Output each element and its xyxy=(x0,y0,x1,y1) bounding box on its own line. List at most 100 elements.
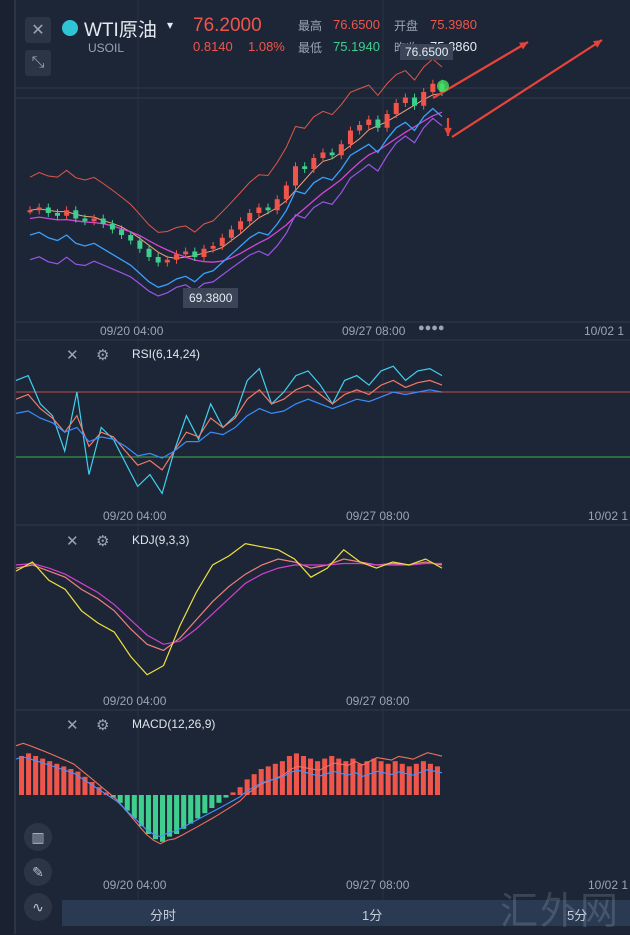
candlestick-icon: ▥ xyxy=(31,828,45,845)
kdj-x-tick: 09/20 04:00 xyxy=(103,694,167,708)
macd-bar xyxy=(350,758,356,795)
candle-body xyxy=(293,166,299,186)
macd-bar xyxy=(364,761,370,795)
macd-bar xyxy=(322,758,328,795)
candle-body xyxy=(302,166,308,169)
macd-bar xyxy=(61,766,67,795)
candle-body xyxy=(119,229,125,235)
candle-body xyxy=(54,213,60,216)
current-price: 76.2000 xyxy=(193,15,262,36)
rsi-close-icon[interactable]: ✕ xyxy=(66,347,79,364)
ma-long-line xyxy=(29,107,443,289)
candle-body xyxy=(109,224,115,230)
macd-close-icon[interactable]: ✕ xyxy=(66,717,79,734)
lower-band-line xyxy=(29,117,443,297)
symbol-icon xyxy=(62,20,78,36)
macd-bar xyxy=(399,763,405,795)
annotation-arrowhead xyxy=(593,40,602,48)
annotation-arrow xyxy=(451,39,603,138)
annotation-arrow xyxy=(432,41,529,99)
main-x-tick: 09/20 04:00 xyxy=(100,324,164,338)
candle-body xyxy=(210,246,216,249)
kdj-settings-icon[interactable]: ⚙ xyxy=(96,533,110,550)
macd-bar xyxy=(202,795,208,814)
price-change-pct: 1.08% xyxy=(248,39,285,54)
kdj-close-icon[interactable]: ✕ xyxy=(66,533,79,550)
collapse-button[interactable]: ⤡ xyxy=(25,50,51,76)
kdj-line-J xyxy=(15,543,443,676)
macd-bar xyxy=(75,771,81,795)
tab-timeshare[interactable]: 分时 xyxy=(150,908,177,923)
more-dots-icon[interactable]: ●●●● xyxy=(418,322,445,334)
annotation-arrowhead xyxy=(444,127,452,136)
close-button[interactable]: ✕ xyxy=(25,17,51,43)
macd-bar xyxy=(131,795,137,819)
macd-bar xyxy=(371,758,377,795)
candle-body xyxy=(201,248,207,257)
macd-bar xyxy=(308,758,314,795)
macd-bar xyxy=(434,766,440,795)
main-x-tick: 09/27 08:00 xyxy=(342,324,406,338)
macd-bar xyxy=(96,787,102,795)
rsi-settings-icon[interactable]: ⚙ xyxy=(96,347,110,364)
candle-body xyxy=(412,97,418,106)
candle-body xyxy=(247,213,253,222)
macd-x-tick: 10/02 1 xyxy=(588,878,629,892)
macd-bar xyxy=(152,795,158,840)
candle-body xyxy=(283,185,289,200)
macd-bar xyxy=(286,756,292,795)
candle-body xyxy=(173,254,179,260)
macd-dif-line xyxy=(15,742,443,845)
macd-bar xyxy=(237,787,243,795)
candle-body xyxy=(311,158,317,169)
indicator-button[interactable]: ∿ xyxy=(24,893,52,921)
candle-body xyxy=(393,103,399,114)
macd-bar xyxy=(329,756,335,795)
macd-bar xyxy=(167,795,173,837)
macd-bar xyxy=(258,769,264,795)
candle-body xyxy=(430,83,436,92)
macd-bar xyxy=(209,795,215,808)
timeframe-tabbar xyxy=(62,900,630,926)
open-value: 75.3980 xyxy=(430,17,477,32)
macd-x-tick: 09/27 08:00 xyxy=(346,878,410,892)
macd-bar xyxy=(145,795,151,834)
candle-body xyxy=(375,119,381,128)
tab-1min[interactable]: 1分 xyxy=(362,908,383,923)
chevron-down-icon[interactable]: ▾ xyxy=(167,18,174,32)
watermark-logo: 汇外网 xyxy=(500,889,621,933)
macd-bar xyxy=(406,766,412,795)
macd-bar xyxy=(427,763,433,795)
macd-bar xyxy=(378,761,384,795)
candle-body xyxy=(73,210,79,219)
symbol-code: USOIL xyxy=(88,41,125,55)
macd-bar xyxy=(26,753,32,795)
macd-title: MACD(12,26,9) xyxy=(132,717,216,731)
tab-5min[interactable]: 5分 xyxy=(567,908,588,923)
candle-body xyxy=(36,207,42,211)
draw-button[interactable]: ✎ xyxy=(24,858,52,886)
macd-bar xyxy=(33,756,39,795)
candle-body xyxy=(366,119,372,125)
macd-bar xyxy=(68,769,74,795)
upper-band-line xyxy=(29,58,443,233)
symbol-name[interactable]: WTI原油 xyxy=(84,20,157,41)
candle-body xyxy=(45,207,51,213)
macd-bar xyxy=(279,761,285,795)
macd-bar xyxy=(230,792,236,795)
candle-body xyxy=(228,229,234,238)
macd-bar xyxy=(117,795,123,803)
candle-body xyxy=(219,237,225,246)
main-x-tick: 10/02 1 xyxy=(584,324,625,338)
candlestick-button[interactable]: ▥ xyxy=(24,823,52,851)
candle-body xyxy=(64,210,70,216)
macd-bar xyxy=(40,758,46,795)
macd-dea-line xyxy=(15,756,443,838)
macd-bar xyxy=(357,763,363,795)
candle-body xyxy=(146,248,152,257)
high-value: 76.6500 xyxy=(333,17,380,32)
macd-bar xyxy=(385,763,391,795)
price-change: 0.8140 xyxy=(193,39,233,54)
macd-settings-icon[interactable]: ⚙ xyxy=(96,717,110,734)
